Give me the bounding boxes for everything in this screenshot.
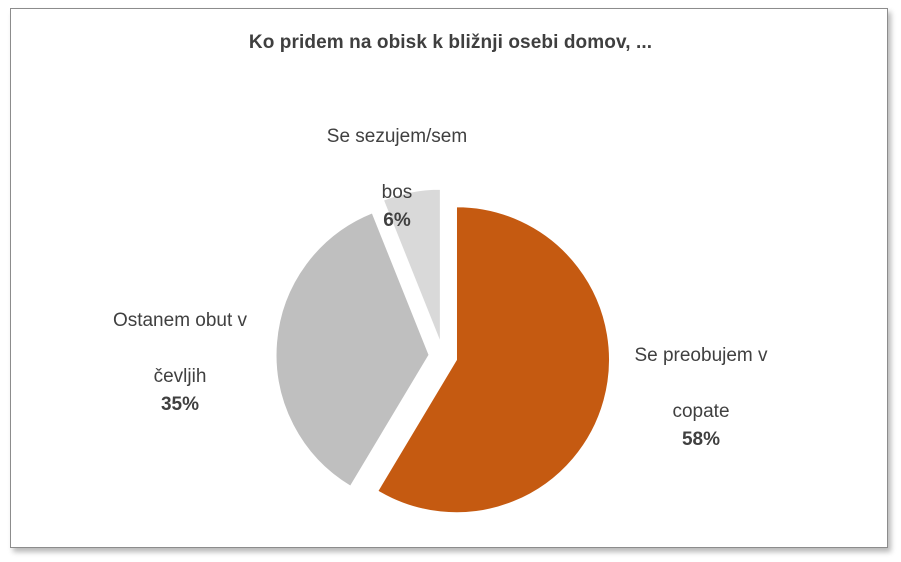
slice-obut	[275, 212, 430, 487]
slice-label-preobujem-line1: Se preobujem v	[634, 345, 768, 366]
slice-label-preobujem-line2: copate	[672, 401, 730, 422]
slice-value-obut: 35%	[160, 394, 200, 415]
slice-label-obut-line1: Ostanem obut v	[112, 310, 248, 331]
slice-label-sezujem: Se sezujem/sem bos 6%	[302, 95, 492, 263]
slice-label-obut: Ostanem obut v čevljih 35%	[85, 279, 275, 447]
pie-slices	[275, 188, 610, 514]
slice-label-preobujem: Se preobujem v copate 58%	[606, 314, 796, 482]
slice-sezujem	[382, 188, 441, 343]
slice-preobujem	[377, 206, 610, 514]
slice-value-sezujem: 6%	[383, 210, 411, 231]
slice-label-sezujem-line2: bos	[381, 182, 413, 203]
slice-label-obut-line2: čevljih	[153, 366, 207, 387]
slice-value-preobujem: 58%	[681, 429, 721, 450]
chart-title: Ko pridem na obisk k bližnji osebi domov…	[248, 32, 653, 53]
slice-label-sezujem-line1: Se sezujem/sem	[326, 126, 468, 147]
